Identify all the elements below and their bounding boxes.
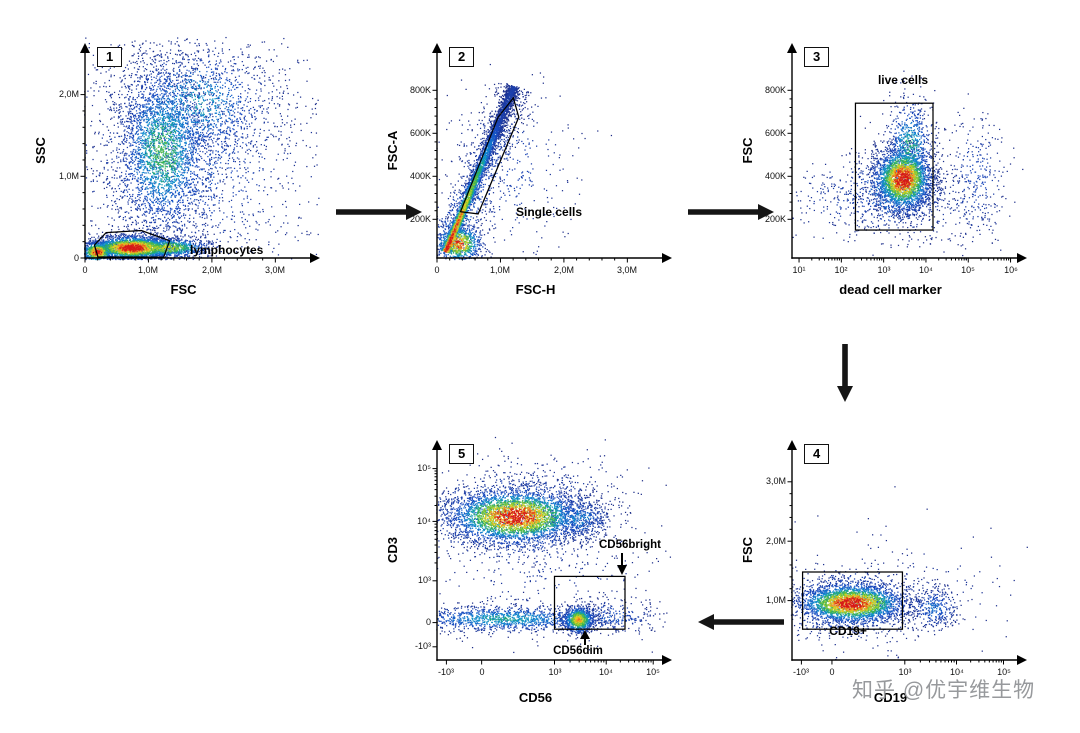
panel-1-x-axis-label: FSC bbox=[170, 282, 197, 297]
x-tick-label: 0 bbox=[82, 265, 88, 275]
watermark: 知乎 @优宇维生物 bbox=[852, 679, 1036, 702]
x-tick-label: 10³ bbox=[898, 667, 912, 677]
panel-3-x-axis-label: dead cell marker bbox=[839, 282, 942, 297]
y-tick-label: 10⁴ bbox=[417, 516, 431, 526]
panel-3-number: 3 bbox=[804, 47, 830, 67]
y-tick-label: 200K bbox=[409, 214, 431, 224]
annotation-cd56bright: CD56bright bbox=[599, 539, 661, 551]
y-tick-label: 400K bbox=[764, 171, 786, 181]
x-tick-label: 10³ bbox=[548, 667, 562, 677]
x-tick-label: 0 bbox=[829, 667, 835, 677]
y-tick-label: 800K bbox=[409, 85, 431, 95]
arrow-panel3-to-panel4-icon bbox=[837, 344, 853, 402]
y-tick-label: 0 bbox=[425, 617, 431, 627]
x-tick-label: 0 bbox=[479, 667, 485, 677]
y-tick-label: 800K bbox=[764, 85, 786, 95]
arrow-panel4-to-panel5-icon bbox=[698, 614, 784, 630]
y-tick-label: 3,0M bbox=[765, 476, 786, 486]
y-tick-label: 1,0M bbox=[765, 595, 786, 605]
x-tick-label: -10³ bbox=[792, 667, 809, 677]
panel-5-x-axis-label: CD56 bbox=[518, 690, 553, 705]
y-tick-label: 600K bbox=[764, 128, 786, 138]
x-tick-label: 10² bbox=[834, 265, 848, 275]
arrow-panel2-to-panel3-icon bbox=[688, 204, 774, 220]
x-tick-label: 10⁶ bbox=[1004, 265, 1018, 275]
panel-1-number: 1 bbox=[97, 47, 123, 67]
x-tick-label: 1,0M bbox=[137, 265, 158, 275]
x-tick-label: 10³ bbox=[877, 265, 891, 275]
y-tick-label: 600K bbox=[409, 128, 431, 138]
x-tick-label: 10⁵ bbox=[646, 667, 660, 677]
x-tick-label: 3,0M bbox=[264, 265, 285, 275]
arrow-panel1-to-panel2-icon bbox=[336, 204, 422, 220]
panel-3-y-axis-label: FSC bbox=[740, 137, 755, 164]
panel-4-x-axis-label: CD19 bbox=[873, 690, 908, 705]
x-tick-label: 2,0M bbox=[553, 265, 574, 275]
x-tick-label: 3,0M bbox=[616, 265, 637, 275]
x-tick-label: 10⁵ bbox=[961, 265, 975, 275]
y-tick-label: 2,0M bbox=[58, 89, 79, 99]
panel-1-y-axis-label: SSC bbox=[33, 137, 48, 164]
panel-2-number: 2 bbox=[449, 47, 475, 67]
x-tick-label: 2,0M bbox=[201, 265, 222, 275]
y-tick-label: 2,0M bbox=[765, 536, 786, 546]
gate-label-single-cells: Single cells bbox=[516, 205, 583, 219]
cd56bright-down-arrow-icon bbox=[617, 553, 627, 575]
x-tick-label: 10⁴ bbox=[919, 265, 933, 275]
x-tick-label: 0 bbox=[434, 265, 440, 275]
y-tick-label: 0 bbox=[73, 253, 79, 263]
y-tick-label: 400K bbox=[409, 171, 431, 181]
x-tick-label: 10¹ bbox=[792, 265, 806, 275]
panel-4-number: 4 bbox=[804, 444, 830, 464]
gate-label-cd19: CD19+ bbox=[829, 624, 867, 638]
x-tick-label: 10⁴ bbox=[950, 667, 964, 677]
cd56dim-up-arrow-icon bbox=[580, 630, 590, 645]
y-tick-label: 200K bbox=[764, 214, 786, 224]
gate-label-live-cells: live cells bbox=[877, 73, 929, 87]
y-tick-label: 10⁵ bbox=[417, 463, 431, 473]
x-tick-label: -10³ bbox=[437, 667, 454, 677]
annotation-cd56dim: CD56dim bbox=[553, 645, 603, 657]
panel-2-y-axis-label: FSC-A bbox=[385, 130, 400, 171]
y-tick-label: 1,0M bbox=[58, 171, 79, 181]
gate-label-lymphocytes: lymphocytes bbox=[190, 243, 264, 257]
y-tick-label: 10³ bbox=[417, 575, 431, 585]
x-tick-label: 1,0M bbox=[489, 265, 510, 275]
panel-2-x-axis-label: FSC-H bbox=[515, 282, 556, 297]
panel-5-number: 5 bbox=[449, 444, 475, 464]
y-tick-label: -10³ bbox=[414, 641, 431, 651]
x-tick-label: 10⁵ bbox=[997, 667, 1011, 677]
x-tick-label: 10⁴ bbox=[599, 667, 613, 677]
